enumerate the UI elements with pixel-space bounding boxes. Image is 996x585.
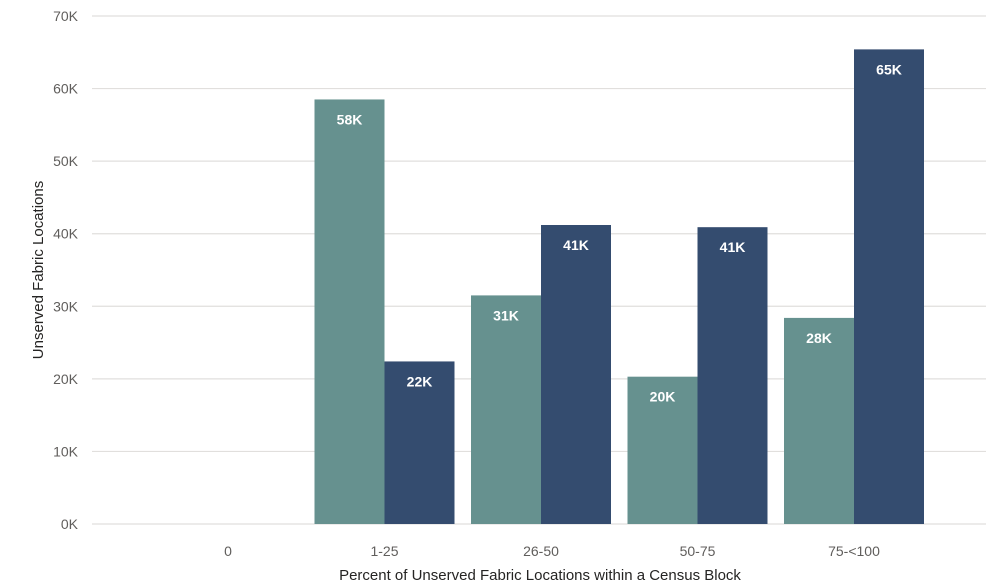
x-tick-label: 75-<100 [828,543,880,559]
y-tick-label: 50K [53,153,79,169]
x-tick-label: 1-25 [370,543,398,559]
data-label: 41K [720,239,746,255]
data-label: 58K [337,111,363,127]
bar [784,317,854,524]
bar [697,227,768,524]
y-axis-title: Unserved Fabric Locations [30,181,47,359]
bars [314,49,924,524]
x-tick-label: 26-50 [523,543,559,559]
x-tick-label: 50-75 [680,543,716,559]
bar [627,376,698,524]
bar [471,295,541,524]
y-tick-label: 70K [53,8,79,24]
data-label: 28K [806,330,832,346]
y-tick-label: 10K [53,443,79,459]
data-label: 31K [493,307,519,323]
x-axis-title: Percent of Unserved Fabric Locations wit… [339,567,741,584]
data-labels: 58K 22K 31K 41K 20K 41K 28K 65K [337,61,902,404]
y-tick-label: 20K [53,371,79,387]
y-tick-label: 30K [53,298,79,314]
data-label: 22K [407,373,433,389]
data-label: 65K [876,61,902,77]
bar [384,361,455,524]
x-tick-label: 0 [224,543,232,559]
y-tick-label: 60K [53,81,79,97]
bar [541,225,611,524]
y-axis-ticks: 0K 10K 20K 30K 40K 50K 60K 70K [53,8,79,532]
data-label: 20K [650,389,676,405]
y-tick-label: 0K [61,516,79,532]
y-tick-label: 40K [53,226,79,242]
x-axis-ticks: 0 1-25 26-50 50-75 75-<100 [224,543,880,559]
bar [314,99,385,524]
bar [854,49,924,524]
data-label: 41K [563,237,589,253]
